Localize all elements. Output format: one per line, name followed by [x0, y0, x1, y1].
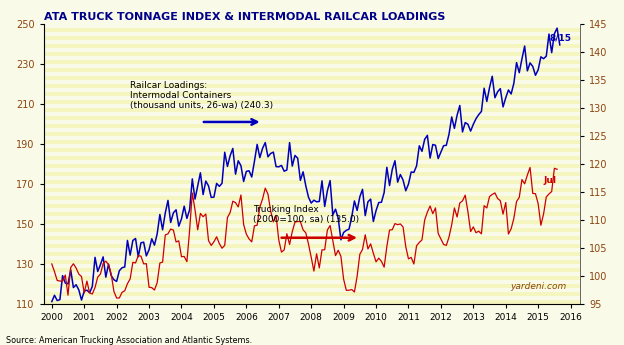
Bar	[44, 220, 580, 224]
Bar	[44, 124, 580, 128]
Text: (2000=100, sa) (135.0): (2000=100, sa) (135.0)	[253, 215, 359, 224]
Text: (thousand units, 26-wa) (240.3): (thousand units, 26-wa) (240.3)	[130, 101, 273, 110]
Bar	[44, 108, 580, 112]
Text: Railcar Loadings:: Railcar Loadings:	[130, 81, 207, 90]
Bar	[44, 140, 580, 144]
Bar	[44, 228, 580, 232]
Bar	[44, 284, 580, 288]
Bar	[44, 44, 580, 48]
Bar	[44, 252, 580, 256]
Text: 8/15: 8/15	[550, 33, 572, 42]
Bar	[44, 276, 580, 280]
Bar	[44, 132, 580, 136]
Bar	[44, 156, 580, 160]
Text: ATA TRUCK TONNAGE INDEX & INTERMODAL RAILCAR LOADINGS: ATA TRUCK TONNAGE INDEX & INTERMODAL RAI…	[44, 12, 445, 22]
Bar	[44, 76, 580, 80]
Bar	[44, 196, 580, 200]
Bar	[44, 212, 580, 216]
Bar	[44, 68, 580, 72]
Bar	[44, 188, 580, 192]
Bar	[44, 292, 580, 296]
Bar	[44, 52, 580, 56]
Bar	[44, 116, 580, 120]
Bar	[44, 268, 580, 272]
Bar	[44, 244, 580, 248]
Bar	[44, 260, 580, 264]
Bar	[44, 36, 580, 40]
Bar	[44, 60, 580, 64]
Bar	[44, 172, 580, 176]
Bar	[44, 180, 580, 184]
Bar	[44, 148, 580, 152]
Text: Trucking Index: Trucking Index	[253, 205, 319, 214]
Bar	[44, 299, 580, 304]
Text: Intermodal Containers: Intermodal Containers	[130, 91, 231, 100]
Bar	[44, 164, 580, 168]
Bar	[44, 204, 580, 208]
Bar	[44, 100, 580, 104]
Text: yardeni.com: yardeni.com	[510, 282, 567, 291]
Text: Source: American Trucking Association and Atlantic Systems.: Source: American Trucking Association an…	[6, 336, 252, 345]
Bar	[44, 92, 580, 96]
Bar	[44, 236, 580, 240]
Bar	[44, 84, 580, 88]
Bar	[44, 28, 580, 32]
Text: Jul: Jul	[543, 176, 556, 185]
